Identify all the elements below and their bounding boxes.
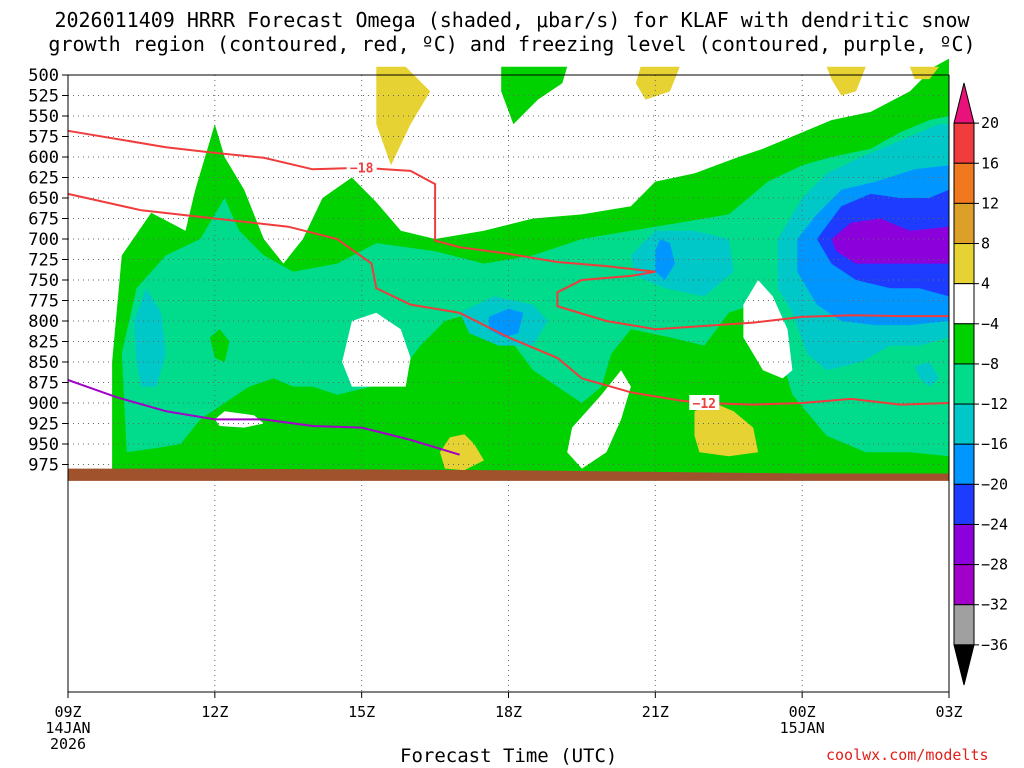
x-tick-label-03Z: 03Z	[935, 703, 962, 721]
colorbar-bin-1	[953, 122, 975, 164]
chart-title: 2026011409 HRRR Forecast Omega (shaded, …	[0, 8, 1024, 56]
colorbar-bin-top	[953, 82, 975, 124]
omega-region-white-hole-right	[743, 280, 793, 379]
colorbar-label-7: −12	[981, 395, 1008, 413]
colorbar-bin-11	[953, 523, 975, 566]
colorbar-bin-3	[953, 202, 975, 245]
x-tick-date-09Z: 14JAN	[45, 719, 90, 737]
colorbar-bin-12	[953, 564, 975, 606]
colorbar-label-2: 12	[981, 194, 999, 212]
colorbar-label-13: −36	[981, 636, 1008, 654]
omega-region-cyan-right-lower	[914, 362, 940, 387]
title-line-2: growth region (contoured, red, ºC) and f…	[48, 32, 976, 56]
ground-surface	[68, 468, 949, 481]
x-tick-label-21Z: 21Z	[642, 703, 669, 721]
y-tick-label-500: 500	[28, 66, 59, 86]
y-tick-label-925: 925	[28, 415, 59, 435]
omega-region-cyan-left	[134, 288, 166, 387]
y-tick-label-900: 900	[28, 394, 59, 414]
contour-label-bg-1	[689, 395, 720, 410]
colorbar-bin-13	[953, 604, 975, 646]
y-tick-label-650: 650	[28, 189, 59, 209]
omega-region-blue-18z	[488, 308, 524, 338]
axes: 5005255505756006256506757007257507758008…	[28, 66, 962, 753]
x-axis-label: Forecast Time (UTC)	[400, 745, 618, 767]
omega-region-upper-green	[501, 66, 568, 125]
colorbar-bin-9	[953, 443, 975, 485]
dendritic-contour-minus18	[67, 129, 949, 331]
dendritic-contour-minus12	[67, 192, 950, 406]
y-tick-label-675: 675	[28, 210, 59, 230]
colorbar-bin-10	[953, 483, 975, 525]
colorbar-label-4: 4	[981, 275, 990, 293]
colorbar-bin-5	[953, 283, 975, 325]
contour-lines: −18 −12	[67, 129, 950, 456]
contour-label-1: −12	[693, 397, 716, 412]
omega-region-white-hole-mid	[342, 312, 411, 387]
y-tick-label-850: 850	[28, 353, 59, 373]
y-tick-label-600: 600	[28, 148, 59, 168]
colorbar-bin-6	[953, 323, 975, 365]
freezing-level-contour	[67, 379, 460, 456]
x-tick-label-00Z: 00Z	[789, 703, 816, 721]
colorbar-label-0: 20	[981, 114, 999, 132]
colorbar: 20 16 12 8 4 −4 −8 −12 −16 −20 −24 −28 −32 −36	[953, 82, 1008, 686]
colorbar-label-12: −32	[981, 596, 1008, 614]
y-tick-label-550: 550	[28, 107, 59, 127]
y-tick-label-700: 700	[28, 230, 59, 250]
colorbar-bin-8	[953, 403, 975, 445]
omega-region-purple-right	[831, 218, 949, 264]
y-tick-label-575: 575	[28, 128, 59, 148]
x-tick-year-09Z: 2026	[50, 735, 86, 753]
omega-region-yellow-bottom-right	[694, 403, 759, 457]
colorbar-label-1: 16	[981, 154, 999, 172]
y-tick-label-625: 625	[28, 169, 59, 189]
colorbar-bin-7	[953, 363, 975, 405]
colorbar-label-11: −28	[981, 556, 1008, 574]
y-tick-label-775: 775	[28, 292, 59, 312]
colorbar-bin-bottom	[953, 644, 975, 686]
colorbar-label-5: −4	[981, 315, 999, 333]
y-tick-label-725: 725	[28, 251, 59, 271]
omega-region-yellow-bottom-left	[440, 434, 484, 471]
colorbar-label-6: −8	[981, 355, 999, 373]
gridlines	[67, 74, 950, 692]
omega-region-yellow-top-right	[826, 66, 866, 96]
omega-region-green-blob-left	[209, 329, 230, 362]
y-tick-label-875: 875	[28, 374, 59, 394]
colorbar-label-8: −16	[981, 435, 1008, 453]
omega-region-cyan-21z	[630, 230, 734, 297]
credit-link[interactable]: coolwx.com/modelts	[826, 746, 989, 764]
title-line-1: 2026011409 HRRR Forecast Omega (shaded, …	[54, 8, 970, 32]
y-tick-label-825: 825	[28, 333, 59, 353]
omega-region-teal-band	[121, 116, 950, 457]
omega-region-blue-21z	[655, 239, 675, 280]
y-tick-label-800: 800	[28, 312, 59, 332]
colorbar-label-9: −20	[981, 475, 1008, 493]
y-tick-label-525: 525	[28, 87, 59, 107]
omega-region-yellow-top-far	[909, 66, 940, 80]
colorbar-label-10: −24	[981, 515, 1008, 533]
omega-filled-contours	[68, 58, 950, 481]
x-tick-label-15Z: 15Z	[348, 703, 375, 721]
x-tick-label-18Z: 18Z	[495, 703, 522, 721]
y-tick-label-750: 750	[28, 271, 59, 291]
y-tick-label-950: 950	[28, 435, 59, 455]
x-tick-label-12Z: 12Z	[201, 703, 228, 721]
colorbar-bin-2	[953, 162, 975, 204]
contour-label-bg-0	[346, 159, 377, 175]
x-tick-label-09Z: 09Z	[54, 703, 81, 721]
x-tick-date-00Z: 15JAN	[780, 719, 825, 737]
y-tick-label-975: 975	[28, 456, 59, 476]
contour-label-0: −18	[350, 162, 374, 177]
colorbar-bin-4	[953, 243, 975, 285]
omega-region-yellow-top-mid	[635, 66, 680, 100]
colorbar-label-3: 8	[981, 235, 990, 253]
